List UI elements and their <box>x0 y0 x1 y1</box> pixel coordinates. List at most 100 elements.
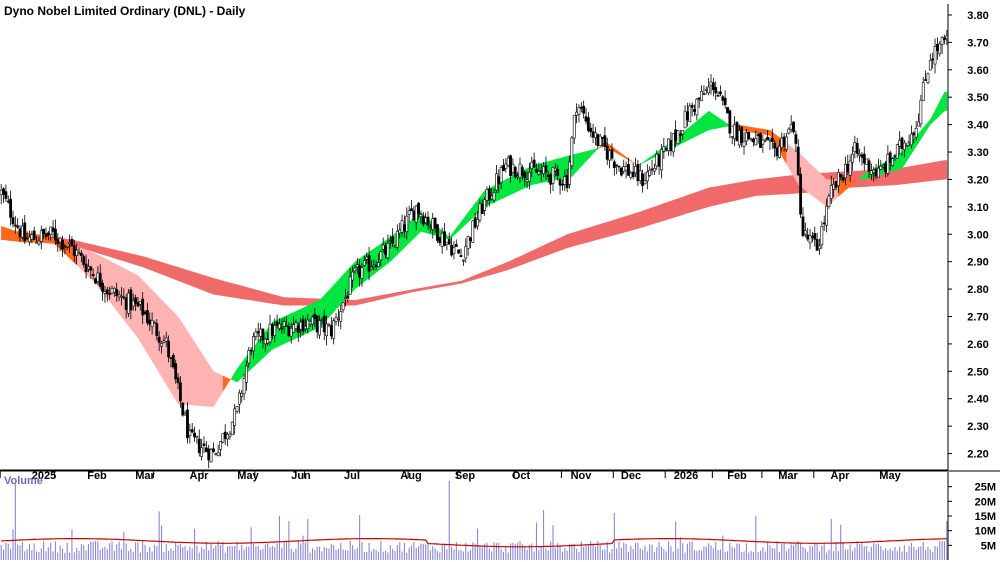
fast-band-segment <box>706 110 709 132</box>
candle-body <box>473 217 477 228</box>
fast-band-segment <box>328 287 332 318</box>
candle-body <box>54 228 57 241</box>
candle-body <box>568 161 571 185</box>
slow-band-segment <box>380 294 384 300</box>
slow-band-segment <box>623 215 627 233</box>
candle-body <box>502 165 505 172</box>
candle-body <box>532 159 536 168</box>
candle-body <box>51 227 55 232</box>
candle-body <box>285 325 288 327</box>
fast-band-segment <box>137 275 141 343</box>
candle-body <box>711 82 715 90</box>
candle-body <box>134 297 137 304</box>
fast-band-segment <box>616 149 620 155</box>
candle-body <box>275 321 279 326</box>
slow-band-segment <box>482 271 485 278</box>
candle-body <box>278 323 281 329</box>
candle-body <box>11 217 15 225</box>
fast-band-segment <box>699 116 702 135</box>
fast-band-segment <box>336 279 339 310</box>
candle-body <box>70 238 74 247</box>
fast-band-segment <box>121 266 125 321</box>
slow-band-segment <box>916 164 919 183</box>
candle-body <box>888 152 892 163</box>
candle-body <box>186 409 189 439</box>
slow-band-segment <box>352 299 356 306</box>
candle-body <box>565 175 569 189</box>
candle-body <box>740 126 744 143</box>
fast-band-segment <box>854 179 858 183</box>
fast-band-segment <box>821 174 825 206</box>
candle-body <box>424 217 428 223</box>
slow-band-segment <box>894 168 898 186</box>
slow-band-segment <box>902 167 905 185</box>
slow-band-segment <box>437 284 441 288</box>
candle-body <box>240 393 244 397</box>
fast-band-segment <box>187 331 191 406</box>
slow-band-segment <box>470 276 474 281</box>
slow-band-segment <box>744 181 747 199</box>
candle-body <box>75 249 79 256</box>
slow-band-segment <box>536 247 540 260</box>
slow-band-segment <box>583 228 587 244</box>
fast-band-segment <box>1 226 4 241</box>
slow-band-segment <box>267 292 271 304</box>
fast-band-segment <box>788 144 792 173</box>
candle-body <box>525 179 529 183</box>
candle-body <box>245 365 248 383</box>
fast-band-segment <box>449 233 452 240</box>
candle-body <box>612 161 616 169</box>
candle-body <box>881 165 885 168</box>
candle-body <box>737 130 741 146</box>
candle-body <box>700 91 703 102</box>
y-tick-label: 2.40 <box>967 394 988 406</box>
candle-body <box>478 203 482 221</box>
slow-band-segment <box>453 281 457 285</box>
candle-body <box>391 236 395 244</box>
candle-body <box>495 173 498 191</box>
slow-band-segment <box>451 282 455 286</box>
candle-body <box>35 241 38 244</box>
candle-body <box>219 441 222 450</box>
candle-body <box>25 237 29 240</box>
slow-band-segment <box>284 297 287 306</box>
slow-band-segment <box>567 233 570 248</box>
slow-band-segment <box>154 259 158 273</box>
fast-band-segment <box>196 345 200 406</box>
candle-body <box>719 91 722 95</box>
slow-band-segment <box>357 299 360 305</box>
slow-band-segment <box>206 275 210 293</box>
candle-body <box>768 139 772 142</box>
slow-band-segment <box>446 282 450 287</box>
slow-band-segment <box>614 218 617 236</box>
candle-body <box>499 167 503 184</box>
slow-band-segment <box>927 162 931 182</box>
slow-band-segment <box>435 284 438 289</box>
candle-body <box>58 237 62 243</box>
candle-body <box>412 210 416 221</box>
slow-band-segment <box>774 176 778 195</box>
candle-body <box>400 220 404 233</box>
candle-body <box>438 237 442 244</box>
candle-body <box>325 323 329 337</box>
slow-band-segment <box>486 269 490 277</box>
fast-band-segment <box>762 128 766 135</box>
slow-band-segment <box>904 166 908 185</box>
slow-band-segment <box>428 286 431 290</box>
fast-band-segment <box>456 224 459 234</box>
candle-body <box>266 339 270 344</box>
slow-band-segment <box>123 251 127 263</box>
candle-body <box>662 146 666 152</box>
slow-band-segment <box>519 255 523 266</box>
fast-band-segment <box>927 119 931 129</box>
candle-body <box>622 166 626 172</box>
slow-band-segment <box>270 293 273 304</box>
fast-band-segment <box>713 114 717 130</box>
slow-band-segment <box>708 187 712 207</box>
candle-body <box>421 216 425 225</box>
slow-band-segment <box>713 186 717 206</box>
slow-band-segment <box>392 292 396 297</box>
slow-band-segment <box>140 255 143 268</box>
candle-body <box>627 163 630 176</box>
candle-body <box>204 447 208 453</box>
